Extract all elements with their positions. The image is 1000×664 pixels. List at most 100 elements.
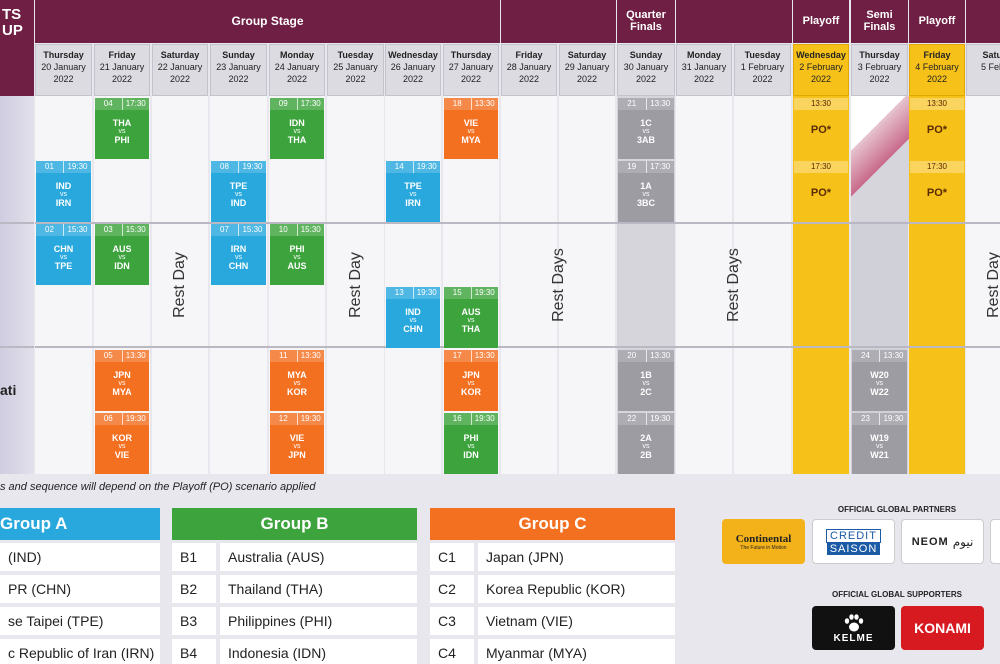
match-number: 16 xyxy=(452,414,462,423)
day-header: Wednesday 2 February 2022 xyxy=(793,44,849,96)
home-team: PHI xyxy=(289,244,305,254)
home-team: KOR xyxy=(112,433,132,443)
match-time: 19:30 xyxy=(412,161,441,173)
match-block: 14 19:30 TPE vs IRN xyxy=(386,161,440,222)
day-header: Tuesday 25 January 2022 xyxy=(327,44,384,96)
day-column xyxy=(793,96,849,474)
match-time: 19:30 xyxy=(470,413,499,425)
team-name: se Taipei (TPE) xyxy=(8,613,104,629)
vs-label: vs xyxy=(235,254,242,261)
konami-text: KONAMI xyxy=(914,620,971,636)
team-name: Thailand (THA) xyxy=(228,581,323,597)
day-header: Saturday 29 January 2022 xyxy=(559,44,615,96)
day-date: 30 January 2022 xyxy=(623,62,669,84)
match-time: 19:30 xyxy=(121,413,150,425)
team-name: Australia (AUS) xyxy=(228,549,325,565)
match-number: 14 xyxy=(394,162,404,171)
match-block: 09 17:30 IDN vs THA xyxy=(270,98,324,159)
home-team: MYA xyxy=(287,370,307,380)
match-block: 08 19:30 TPE vs IND xyxy=(211,161,266,222)
day-date: 3 February 2022 xyxy=(857,62,902,84)
day-date: 31 January 2022 xyxy=(681,62,727,84)
vs-label: vs xyxy=(642,128,650,135)
neom-text: NEOM xyxy=(911,535,949,548)
day-column xyxy=(35,96,92,474)
match-block: 01 19:30 IND vs IRN xyxy=(36,161,91,222)
match-block: 24 13:30 W20 vs W22 xyxy=(852,350,907,411)
match-time: 19:30 xyxy=(645,413,675,425)
match-meta: 06 19:30 xyxy=(95,413,149,425)
match-block: 11 13:30 MYA vs KOR xyxy=(270,350,324,411)
day-date: 29 January 2022 xyxy=(564,62,610,84)
match-block: 03 15:30 AUS vs IDN xyxy=(95,224,149,285)
match-time: 13:30 xyxy=(645,98,675,110)
rest-day-label: Rest Day xyxy=(985,252,1000,318)
match-block: 02 15:30 CHN vs TPE xyxy=(36,224,91,285)
day-name: Thursday xyxy=(43,50,84,60)
away-team: PHI xyxy=(114,135,130,145)
day-date: 1 February 2022 xyxy=(740,62,785,84)
match-time: 13:30 xyxy=(470,98,499,110)
team-row: C4 Myanmar (MYA) xyxy=(430,639,675,664)
vs-label: vs xyxy=(642,191,650,198)
team-row: C3 Vietnam (VIE) xyxy=(430,607,675,635)
vs-label: vs xyxy=(293,254,301,261)
team-name: Philippines (PHI) xyxy=(228,613,333,629)
day-name: Friday xyxy=(515,50,543,60)
home-team: AUS xyxy=(112,244,132,254)
home-team: 1C xyxy=(640,118,652,128)
team-name: Myanmar (MYA) xyxy=(486,645,587,661)
row-divider xyxy=(35,346,1000,348)
day-date: 28 January 2022 xyxy=(506,62,552,84)
day-date: 20 January 2022 xyxy=(41,62,86,84)
home-team: IDN xyxy=(289,118,305,128)
day-name: Wednesday xyxy=(796,50,846,60)
match-block: 19 17:30 1A vs 3BC xyxy=(618,161,674,222)
away-team: 3AB xyxy=(636,135,655,145)
vs-label: vs xyxy=(118,380,126,387)
home-team: IND xyxy=(405,307,421,317)
playoff-block: 17:30 PO* xyxy=(910,161,964,222)
day-column xyxy=(443,96,499,474)
match-meta: 07 15:30 xyxy=(211,224,266,236)
vs-label: vs xyxy=(60,254,67,261)
day-column xyxy=(152,96,208,474)
match-time: 17:30 xyxy=(645,161,675,173)
match-meta: 15 19:30 xyxy=(444,287,498,299)
match-number: 10 xyxy=(278,225,288,234)
match-meta: 17 13:30 xyxy=(444,350,498,362)
match-block: 21 13:30 1C vs 3AB xyxy=(618,98,674,159)
match-block: 05 13:30 JPN vs MYA xyxy=(95,350,149,411)
playoff-block: 13:30 PO* xyxy=(794,98,848,159)
away-team: MYA xyxy=(112,387,132,397)
match-block: 06 19:30 KOR vs VIE xyxy=(95,413,149,474)
day-name: Friday xyxy=(923,50,951,60)
match-block: 12 19:30 VIE vs JPN xyxy=(270,413,324,474)
match-number: 15 xyxy=(452,288,462,297)
team-row: B4 Indonesia (IDN) xyxy=(172,639,417,664)
match-number: 23 xyxy=(861,414,870,423)
away-team: CHN xyxy=(403,324,423,334)
match-meta: 14 19:30 xyxy=(386,161,440,173)
match-time: 19:30 xyxy=(296,413,325,425)
day-date: 27 January 2022 xyxy=(448,62,494,84)
footnote: s and sequence will depend on the Playof… xyxy=(0,481,316,493)
match-meta: 05 13:30 xyxy=(95,350,149,362)
blank-header-3 xyxy=(966,0,1000,43)
match-number: 03 xyxy=(103,225,113,234)
team-name: c Republic of Iran (IRN) xyxy=(8,645,155,661)
day-date: 24 January 2022 xyxy=(274,62,320,84)
vs-label: vs xyxy=(409,191,417,198)
away-team: JPN xyxy=(288,450,306,460)
match-block: 13 19:30 IND vs CHN xyxy=(386,287,440,348)
blank-header-2 xyxy=(676,0,792,43)
match-time: 15:30 xyxy=(63,224,91,236)
match-time: 13:30 xyxy=(470,350,499,362)
match-time: 13:30 xyxy=(879,350,907,362)
day-column xyxy=(94,96,150,474)
day-column xyxy=(327,96,384,474)
match-block: 16 19:30 PHI vs IDN xyxy=(444,413,498,474)
day-date: 26 January 2022 xyxy=(390,62,436,84)
match-meta: 23 19:30 xyxy=(852,413,907,425)
continental-tagline: The Future in Motion xyxy=(740,544,787,551)
